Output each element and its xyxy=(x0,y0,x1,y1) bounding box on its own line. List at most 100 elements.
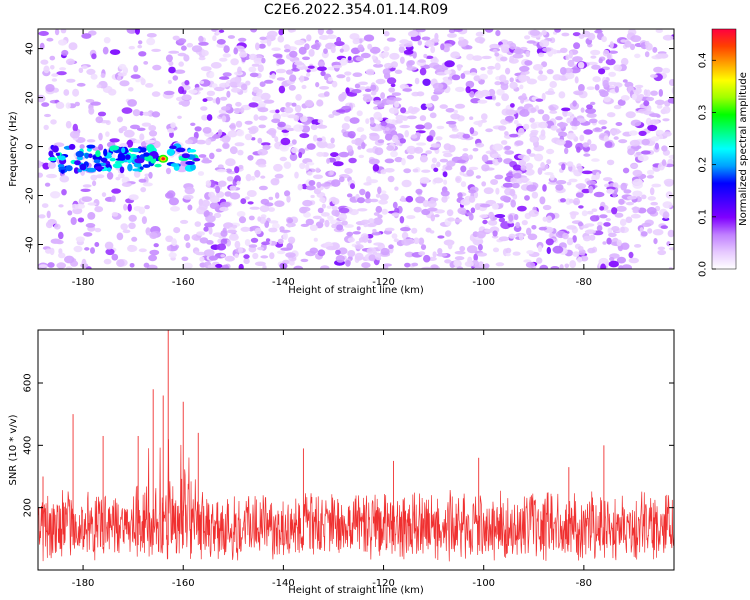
heatmap-cell xyxy=(532,64,544,71)
heatmap-cell xyxy=(492,143,504,151)
heatmap-cell xyxy=(391,212,400,217)
heatmap-cell xyxy=(185,242,191,249)
heatmap-y-tick-label: 40 xyxy=(25,42,36,55)
heatmap-cell xyxy=(90,247,95,254)
heatmap-cell xyxy=(105,131,110,137)
heatmap-cell xyxy=(413,237,420,245)
heatmap-cell xyxy=(523,155,530,162)
heatmap-cell xyxy=(581,170,593,175)
heatmap-plot-frame xyxy=(37,28,675,270)
heatmap-cell xyxy=(286,114,298,119)
heatmap-cell xyxy=(555,116,563,121)
heatmap-cell xyxy=(572,56,583,63)
heatmap-cell xyxy=(436,161,441,168)
heatmap-cell xyxy=(359,188,366,196)
heatmap-cells xyxy=(38,29,674,269)
heatmap-cell xyxy=(492,230,498,237)
heatmap-cell xyxy=(521,220,528,226)
heatmap-cell xyxy=(609,128,621,135)
heatmap-signal-cell xyxy=(132,168,142,172)
heatmap-cell xyxy=(559,121,565,129)
heatmap-cell xyxy=(587,247,596,254)
heatmap-cell xyxy=(388,87,396,93)
heatmap-cell xyxy=(572,32,581,37)
heatmap-signal-cell xyxy=(73,167,80,174)
heatmap-cell xyxy=(546,148,555,155)
heatmap-cell xyxy=(586,113,597,118)
heatmap-cell xyxy=(491,235,499,239)
heatmap-cell xyxy=(421,266,433,269)
heatmap-cell xyxy=(505,247,512,254)
heatmap-cell xyxy=(613,64,623,72)
heatmap-cell xyxy=(130,124,140,130)
heatmap-cell xyxy=(448,144,456,153)
heatmap-cell xyxy=(351,89,362,94)
heatmap-cell xyxy=(499,43,510,50)
heatmap-cell xyxy=(602,241,607,245)
heatmap-cell xyxy=(651,183,662,188)
heatmap-cell xyxy=(228,233,239,241)
heatmap-cell xyxy=(668,79,674,86)
heatmap-cell xyxy=(495,187,500,195)
heatmap-cell xyxy=(473,75,482,82)
heatmap-cell xyxy=(578,84,585,92)
heatmap-cell xyxy=(265,238,271,243)
heatmap-cell xyxy=(489,43,501,50)
heatmap-cell xyxy=(419,154,428,163)
heatmap-cell xyxy=(457,39,468,47)
heatmap-cell xyxy=(649,187,655,196)
heatmap-cell xyxy=(117,116,123,123)
heatmap-cell xyxy=(459,245,466,252)
heatmap-cell xyxy=(117,173,125,179)
heatmap-cell xyxy=(151,111,161,118)
heatmap-cell xyxy=(538,226,548,231)
heatmap-cell xyxy=(54,29,60,36)
heatmap-cell xyxy=(434,214,440,218)
heatmap-cell xyxy=(263,99,275,104)
heatmap-cell xyxy=(237,66,242,75)
heatmap-cell xyxy=(581,188,591,194)
heatmap-cell xyxy=(247,201,254,205)
heatmap-cell xyxy=(344,71,352,76)
heatmap-cell xyxy=(166,245,172,251)
heatmap-cell xyxy=(430,143,441,148)
heatmap-cell xyxy=(133,206,142,212)
heatmap-cell xyxy=(222,53,231,58)
heatmap-cell xyxy=(90,73,98,80)
heatmap-cell xyxy=(411,227,418,234)
heatmap-cell xyxy=(365,68,375,76)
heatmap-cell xyxy=(67,210,73,216)
heatmap-cell xyxy=(466,53,474,61)
heatmap-cell xyxy=(433,64,444,70)
heatmap-cell xyxy=(583,129,593,135)
heatmap-cell xyxy=(347,250,356,257)
colorbar-tick-label: 0.3 xyxy=(698,105,709,121)
heatmap-cell xyxy=(58,231,64,240)
heatmap-cell xyxy=(50,119,57,125)
heatmap-cell xyxy=(405,195,414,203)
heatmap-cell xyxy=(552,74,562,81)
heatmap-cell xyxy=(661,145,668,152)
heatmap-cell xyxy=(116,232,124,241)
heatmap-cell xyxy=(430,46,436,54)
heatmap-cell xyxy=(133,170,141,178)
heatmap-cell xyxy=(149,249,160,256)
heatmap-cell xyxy=(421,36,431,41)
heatmap-cell xyxy=(277,121,286,128)
heatmap-cell xyxy=(201,50,209,57)
heatmap-cell xyxy=(55,240,64,245)
heatmap-cell xyxy=(520,165,527,171)
heatmap-cell xyxy=(586,104,593,110)
heatmap-cell xyxy=(220,230,228,237)
heatmap-cell xyxy=(454,103,466,109)
heatmap-cell xyxy=(138,51,147,57)
heatmap-cell xyxy=(222,142,230,150)
heatmap-cell xyxy=(457,192,463,199)
heatmap-cell xyxy=(479,38,484,44)
heatmap-cell xyxy=(184,80,190,86)
heatmap-cell xyxy=(526,184,537,192)
heatmap-cell xyxy=(444,259,452,264)
heatmap-cell xyxy=(354,252,364,261)
heatmap-cell xyxy=(279,144,290,152)
heatmap-cell xyxy=(300,223,309,227)
